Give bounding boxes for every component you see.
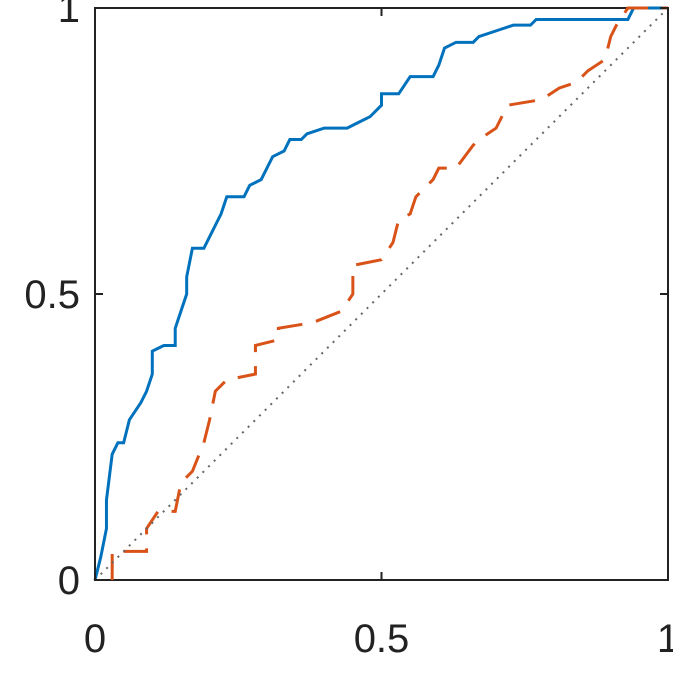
- y-tick-label: 0.5: [24, 273, 80, 317]
- x-tick-label: 0: [84, 617, 106, 661]
- y-tick-label: 1: [58, 0, 80, 31]
- y-tick-label: 0: [58, 559, 80, 603]
- x-tick-label: 1: [657, 617, 673, 661]
- x-tick-label: 0.5: [354, 617, 410, 661]
- series-line: [93, 6, 668, 581]
- series-line: [110, 6, 668, 580]
